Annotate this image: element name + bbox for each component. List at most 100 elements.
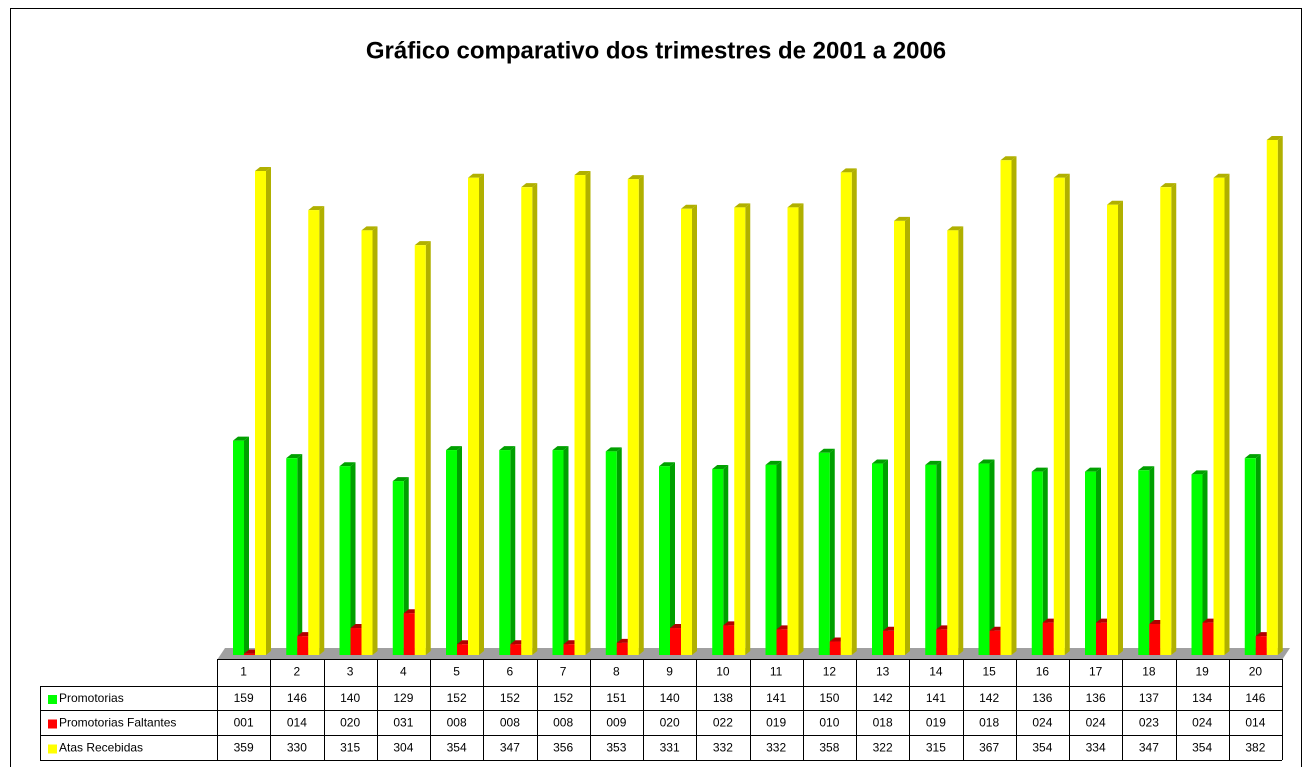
table-value: 141 (926, 691, 946, 705)
bar (1000, 160, 1012, 655)
bar (872, 463, 883, 655)
table-value: 014 (1245, 716, 1265, 730)
bar (947, 230, 959, 656)
bar-side (510, 446, 516, 655)
bar-top (1213, 173, 1230, 178)
bar-top (605, 447, 622, 452)
bar (776, 629, 788, 655)
table-value: 322 (873, 741, 893, 755)
bar-side (798, 203, 804, 655)
bar-top (1085, 467, 1101, 472)
legend-label: Atas Recebidas (59, 741, 143, 755)
bar-side (266, 167, 271, 655)
table-value: 142 (979, 691, 999, 705)
table-value: 304 (393, 741, 413, 755)
table-value: 024 (1192, 716, 1212, 730)
bar (829, 641, 841, 655)
bar-top (894, 216, 910, 221)
bar (1042, 622, 1054, 655)
category-label: 2 (294, 665, 301, 679)
bar-side (1149, 466, 1155, 655)
bar (1096, 622, 1107, 655)
table-value: 152 (553, 691, 573, 705)
bar (818, 452, 830, 655)
bar (1138, 470, 1150, 655)
table-value: 014 (287, 716, 307, 730)
bar-side (1277, 136, 1283, 655)
bar-top (872, 459, 888, 464)
category-label: 3 (347, 665, 354, 679)
bar-side (1118, 200, 1123, 655)
legend-swatch (48, 719, 57, 729)
bar-side (1096, 467, 1101, 655)
table-value: 367 (979, 741, 999, 755)
category-label: 10 (716, 665, 730, 679)
bar (616, 642, 628, 655)
table-value: 019 (926, 716, 946, 730)
table-value: 354 (447, 741, 467, 755)
bar-top (1160, 183, 1177, 188)
category-label: 1 (240, 665, 247, 679)
bar-top (1244, 454, 1261, 459)
bar-side (958, 226, 964, 656)
bar-side (563, 446, 569, 655)
bar (1085, 471, 1096, 655)
bar-side (989, 459, 995, 655)
bar (765, 464, 777, 655)
table-value: 134 (1192, 691, 1212, 705)
category-label: 14 (929, 665, 943, 679)
bar (1031, 471, 1043, 655)
bar (392, 481, 404, 655)
bar (499, 450, 511, 655)
table-value: 315 (926, 741, 946, 755)
table-value: 136 (1086, 691, 1106, 705)
bar-top (233, 436, 249, 441)
bar-top (392, 477, 409, 482)
table-value: 129 (393, 691, 413, 705)
bar-side (638, 175, 644, 655)
bar-top (521, 183, 538, 188)
table-value: 334 (1086, 741, 1106, 755)
category-label: 4 (400, 665, 407, 679)
bar (894, 220, 905, 655)
category-label: 6 (507, 665, 514, 679)
table-value: 018 (873, 716, 893, 730)
bar (297, 636, 309, 655)
table-value: 354 (1192, 741, 1212, 755)
bar-side (1202, 470, 1208, 655)
table-value: 031 (393, 716, 413, 730)
bar-top (1000, 156, 1017, 161)
bar (308, 210, 320, 655)
table-value: 140 (660, 691, 680, 705)
table-value: 142 (873, 691, 893, 705)
bar (552, 450, 564, 655)
bar-top (818, 448, 835, 453)
table-value: 354 (1032, 741, 1052, 755)
table-value: 019 (766, 716, 786, 730)
table-value: 151 (606, 691, 626, 705)
bar (361, 230, 373, 656)
bar (414, 245, 426, 655)
bar-side (244, 436, 249, 655)
bar-top (255, 167, 271, 172)
category-label: 11 (770, 665, 783, 679)
bar (978, 463, 990, 655)
category-label: 20 (1249, 665, 1263, 679)
bar (670, 628, 681, 655)
table-value: 010 (819, 716, 839, 730)
bar (233, 440, 244, 655)
bar (457, 644, 468, 655)
bar-top (712, 464, 729, 469)
table-value: 382 (1245, 741, 1265, 755)
table-value: 020 (660, 716, 680, 730)
bar-side (723, 464, 729, 655)
bar-top (925, 460, 942, 465)
bar-side (851, 168, 857, 655)
table-value: 358 (819, 741, 839, 755)
bar (723, 625, 735, 655)
table-value: 008 (500, 716, 520, 730)
bar (574, 175, 586, 655)
chart-title: Gráfico comparativo dos trimestres de 20… (366, 37, 946, 64)
bar-side (479, 173, 484, 655)
bar (1149, 623, 1161, 655)
